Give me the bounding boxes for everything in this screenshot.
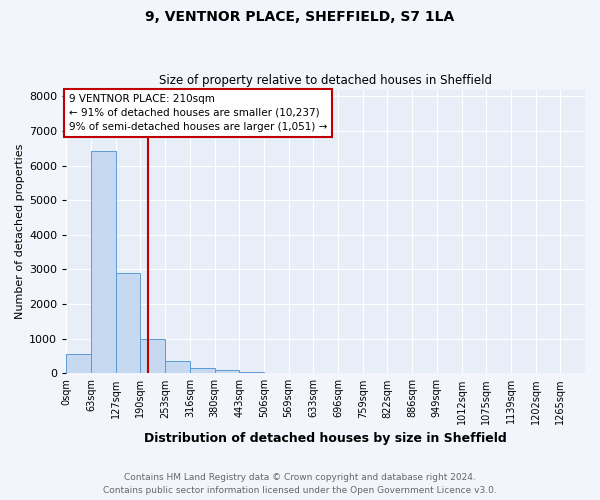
Bar	[165, 360, 190, 374]
Bar	[67, 354, 91, 374]
Bar	[140, 338, 165, 374]
Bar	[239, 372, 264, 374]
X-axis label: Distribution of detached houses by size in Sheffield: Distribution of detached houses by size …	[144, 432, 507, 445]
Text: 9, VENTNOR PLACE, SHEFFIELD, S7 1LA: 9, VENTNOR PLACE, SHEFFIELD, S7 1LA	[145, 10, 455, 24]
Bar	[116, 273, 140, 374]
Bar	[215, 370, 239, 374]
Text: 9 VENTNOR PLACE: 210sqm
← 91% of detached houses are smaller (10,237)
9% of semi: 9 VENTNOR PLACE: 210sqm ← 91% of detache…	[69, 94, 327, 132]
Y-axis label: Number of detached properties: Number of detached properties	[15, 144, 25, 319]
Title: Size of property relative to detached houses in Sheffield: Size of property relative to detached ho…	[159, 74, 492, 87]
Bar	[190, 368, 215, 374]
Text: Contains HM Land Registry data © Crown copyright and database right 2024.
Contai: Contains HM Land Registry data © Crown c…	[103, 473, 497, 495]
Bar	[91, 151, 116, 374]
